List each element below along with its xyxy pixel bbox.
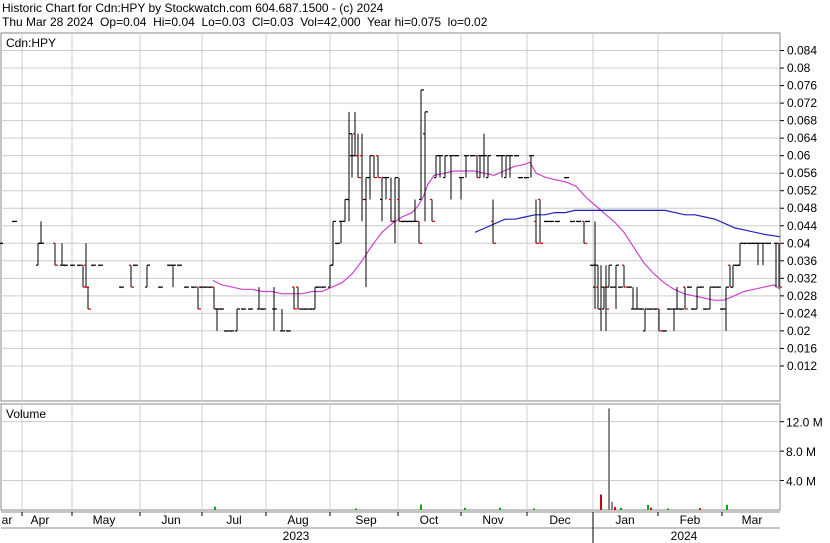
- moving-average-line-2: [474, 209, 781, 238]
- price-tick-label: 0.044: [787, 219, 817, 233]
- price-tick-label: 0.068: [787, 114, 817, 128]
- quote-summary: Thu Mar 28 2024 Op=0.04 Hi=0.04 Lo=0.03 …: [2, 15, 488, 29]
- price-tick-label: 0.084: [787, 44, 817, 58]
- volume-bar: [620, 507, 622, 510]
- price-tick-label: 0.024: [787, 306, 817, 320]
- moving-average-line-1: [212, 161, 781, 301]
- month-label: Sep: [355, 513, 377, 527]
- price-tick-label: 0.06: [787, 149, 811, 163]
- volume-bar: [726, 504, 728, 510]
- volume-tick-label: 4.0 M: [786, 475, 816, 489]
- volume-bar: [611, 501, 613, 510]
- month-label: ar: [2, 513, 13, 527]
- volume-tick-label: 8.0 M: [786, 445, 816, 459]
- volume-bar: [699, 508, 701, 510]
- volume-bar: [464, 507, 466, 510]
- month-label: May: [93, 513, 116, 527]
- year-label: 2024: [671, 529, 698, 543]
- month-label: Feb: [680, 513, 701, 527]
- price-tick-label: 0.036: [787, 254, 817, 268]
- month-label: Apr: [31, 513, 50, 527]
- volume-bar: [667, 508, 669, 510]
- price-tick-label: 0.048: [787, 201, 817, 215]
- volume-tick-label: 12.0 M: [786, 416, 823, 430]
- volume-bar: [355, 508, 357, 510]
- symbol-label: Cdn:HPY: [6, 36, 56, 50]
- volume-bar: [420, 504, 422, 510]
- volume-bar: [499, 507, 501, 510]
- price-tick-label: 0.016: [787, 341, 817, 355]
- volume-bar: [600, 494, 602, 510]
- price-tick-label: 0.08: [787, 61, 811, 75]
- month-label: Dec: [549, 513, 570, 527]
- volume-bar: [608, 408, 610, 510]
- price-tick-label: 0.052: [787, 184, 817, 198]
- price-tick-label: 0.04: [787, 236, 811, 250]
- price-tick-label: 0.072: [787, 96, 817, 110]
- volume-bar: [650, 507, 652, 510]
- price-tick-label: 0.064: [787, 131, 817, 145]
- month-label: Jan: [615, 513, 634, 527]
- price-tick-label: 0.02: [787, 324, 811, 338]
- price-tick-label: 0.012: [787, 359, 817, 373]
- month-label: Jul: [226, 513, 241, 527]
- volume-bar: [533, 508, 535, 510]
- volume-panel: [0, 403, 781, 511]
- chart-title: Historic Chart for Cdn:HPY by Stockwatch…: [2, 1, 384, 15]
- month-label: Aug: [287, 513, 308, 527]
- volume-label: Volume: [6, 407, 46, 421]
- price-tick-label: 0.056: [787, 166, 817, 180]
- month-label: Jun: [161, 513, 180, 527]
- month-label: Nov: [482, 513, 503, 527]
- price-tick-label: 0.076: [787, 79, 817, 93]
- price-tick-label: 0.032: [787, 271, 817, 285]
- price-tick-label: 0.028: [787, 289, 817, 303]
- volume-bar: [647, 504, 649, 510]
- month-label: Mar: [742, 513, 763, 527]
- volume-bar: [614, 507, 616, 510]
- month-label: Oct: [420, 513, 439, 527]
- volume-bar: [214, 506, 216, 510]
- year-label: 2023: [283, 529, 310, 543]
